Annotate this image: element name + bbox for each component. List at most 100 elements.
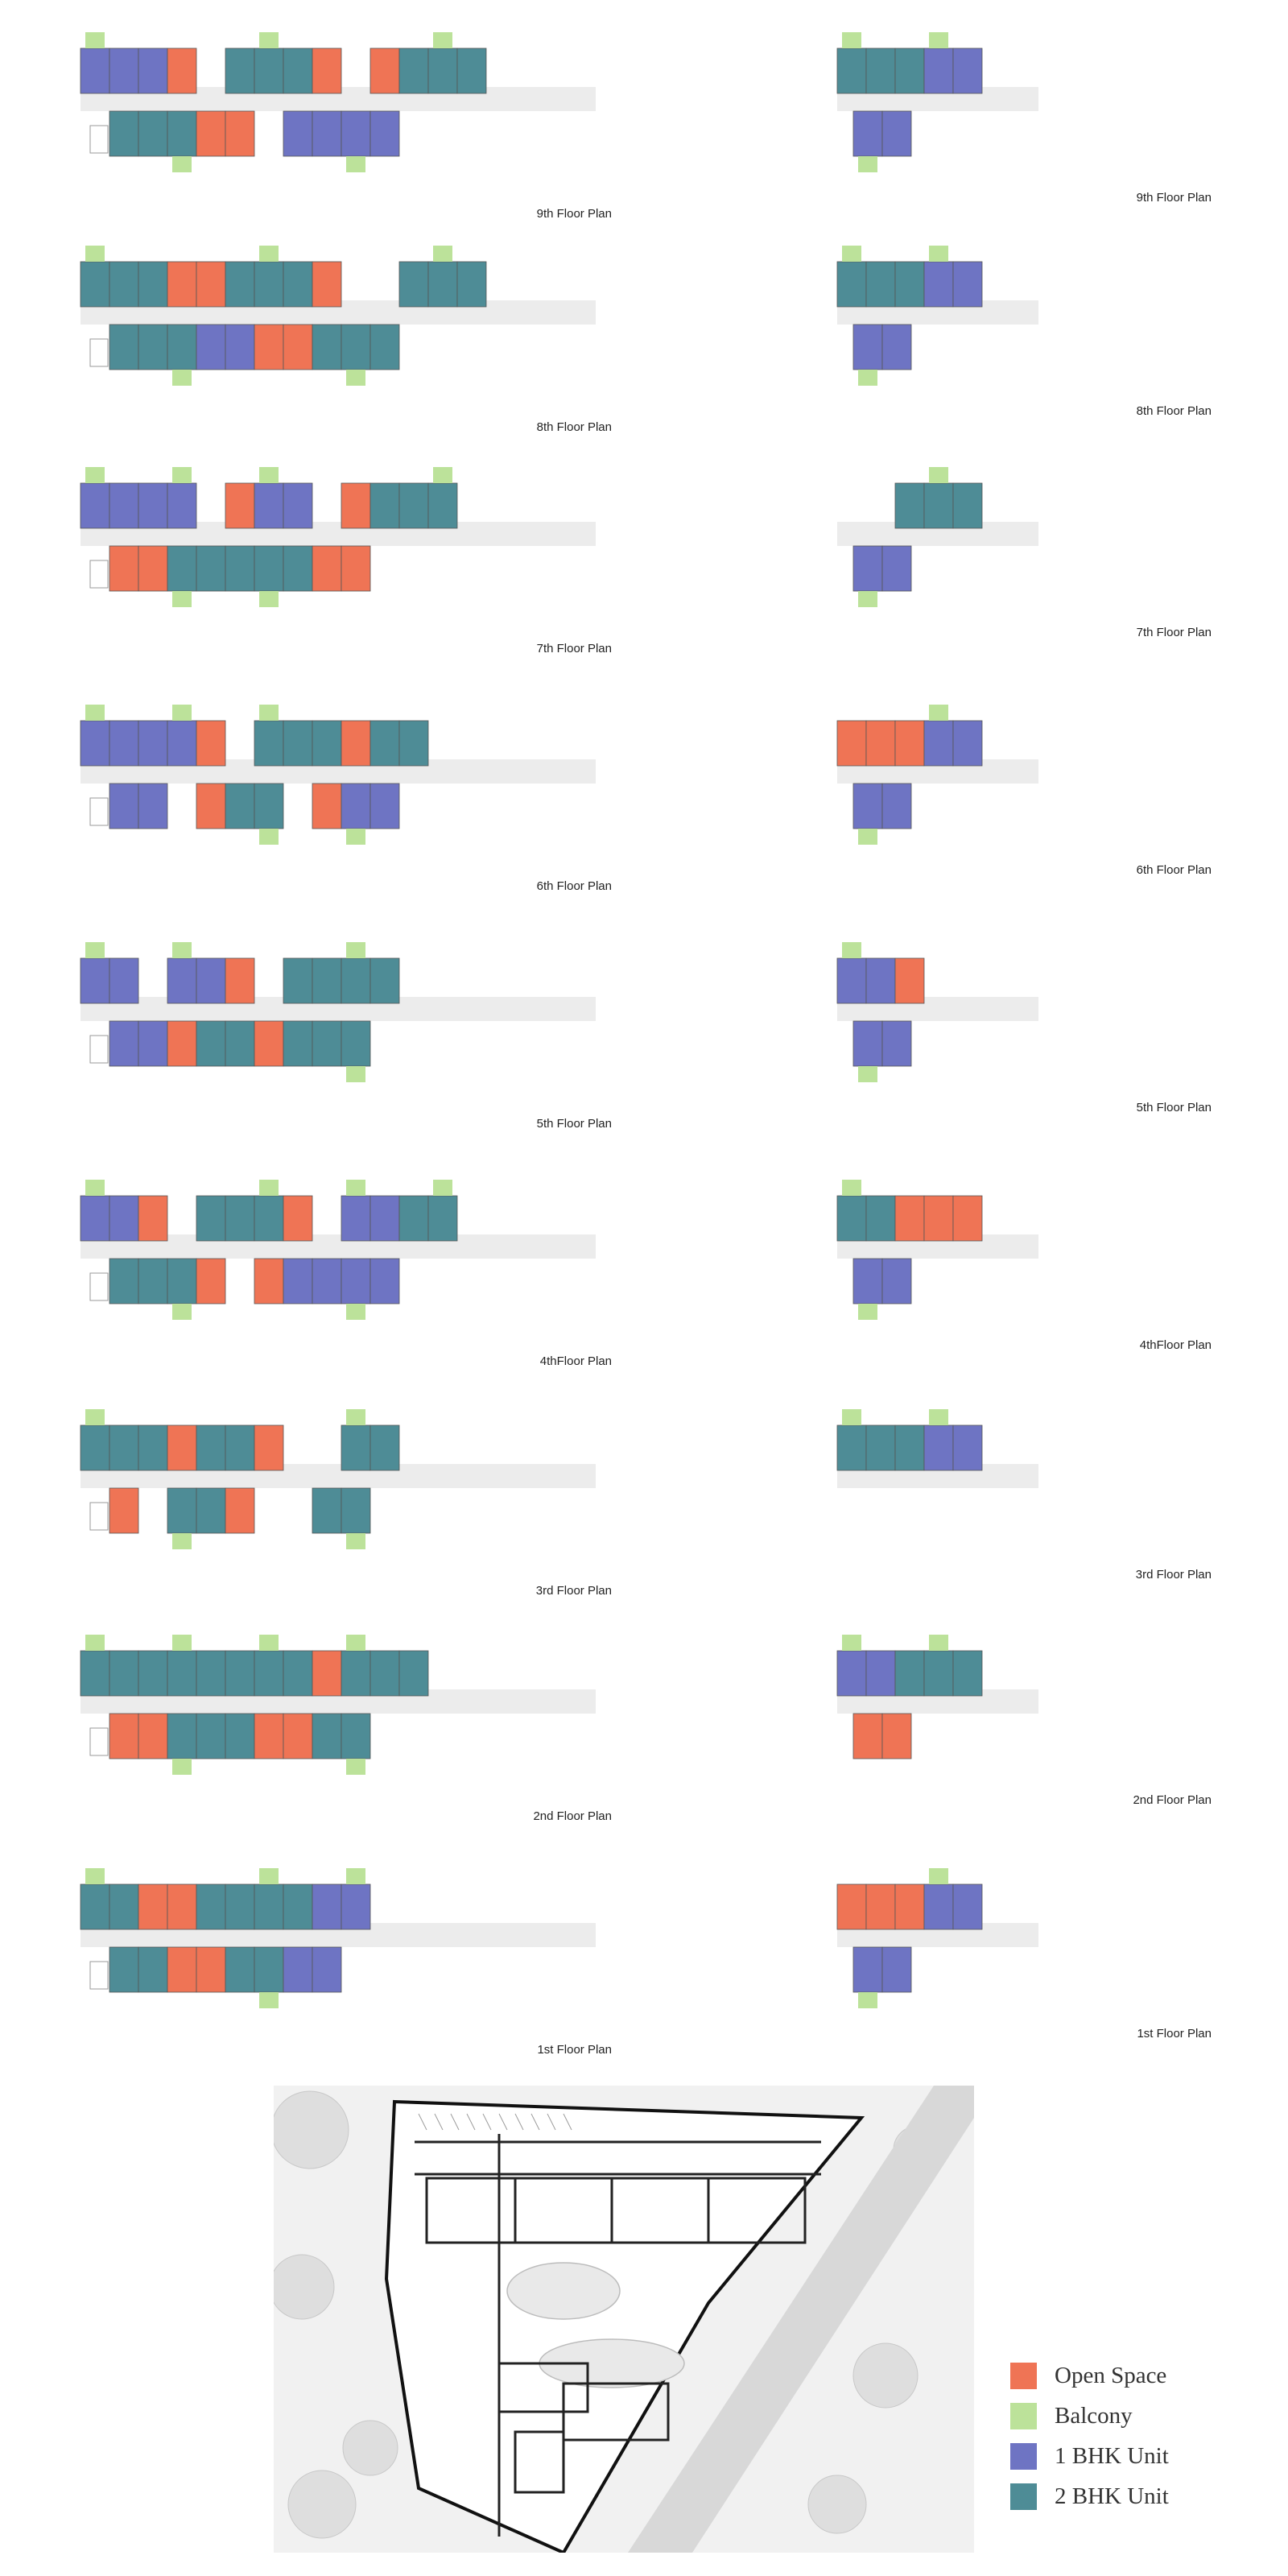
- bhk2-unit: [254, 1650, 284, 1697]
- bhk2-unit: [109, 1258, 139, 1305]
- open-space-unit: [283, 1195, 313, 1242]
- open-space-unit: [196, 261, 226, 308]
- open-space-unit: [881, 1713, 912, 1759]
- open-space-unit: [923, 1195, 954, 1242]
- balcony: [929, 246, 948, 262]
- open-space-unit: [341, 720, 371, 767]
- bhk2-unit: [196, 1487, 226, 1534]
- legend-swatch-balcony: [1010, 2402, 1037, 2429]
- open-space-unit: [225, 957, 255, 1004]
- balcony: [346, 1635, 365, 1651]
- bhk2-unit: [341, 1713, 371, 1759]
- floor-label-right: 6th Floor Plan: [1137, 863, 1212, 877]
- bhk2-unit: [369, 482, 400, 529]
- bhk1-unit: [138, 482, 168, 529]
- bhk2-unit: [341, 1424, 371, 1471]
- bhk2-unit: [254, 261, 284, 308]
- open-space-unit: [196, 1258, 226, 1305]
- bhk2-unit: [312, 1487, 342, 1534]
- balcony: [85, 1868, 105, 1884]
- floor-label-right: 8th Floor Plan: [1137, 404, 1212, 418]
- balcony: [172, 156, 192, 172]
- open-space-unit: [167, 1946, 197, 1993]
- balcony: [259, 467, 279, 483]
- bhk1-unit: [167, 720, 197, 767]
- bhk1-unit: [80, 720, 110, 767]
- balcony: [858, 591, 877, 607]
- open-space-unit: [225, 1487, 255, 1534]
- bhk2-unit: [398, 482, 429, 529]
- bhk1-unit: [138, 1020, 168, 1067]
- bhk1-unit: [852, 783, 883, 829]
- open-space-unit: [167, 48, 197, 94]
- balcony: [259, 1868, 279, 1884]
- bhk2-unit: [196, 1883, 226, 1930]
- bhk2-unit: [225, 261, 255, 308]
- bhk2-unit: [398, 1195, 429, 1242]
- open-space-unit: [138, 545, 168, 592]
- bhk2-unit: [225, 1713, 255, 1759]
- bhk1-unit: [283, 1946, 313, 1993]
- bhk2-unit: [427, 48, 458, 94]
- bhk1-unit: [852, 545, 883, 592]
- bhk1-unit: [167, 482, 197, 529]
- bhk1-unit: [341, 1195, 371, 1242]
- bhk2-unit: [865, 1195, 896, 1242]
- open-space-unit: [369, 48, 400, 94]
- bhk1-unit: [923, 261, 954, 308]
- bhk2-unit: [283, 48, 313, 94]
- site-plan: [274, 2086, 974, 2553]
- balcony: [85, 467, 105, 483]
- bhk2-unit: [836, 1195, 867, 1242]
- bhk1-unit: [167, 957, 197, 1004]
- bhk2-unit: [283, 261, 313, 308]
- floor-label-right: 1st Floor Plan: [1137, 2027, 1212, 2041]
- bhk1-unit: [80, 482, 110, 529]
- bhk1-unit: [80, 48, 110, 94]
- bhk2-unit: [109, 1424, 139, 1471]
- legend: Open Space Balcony 1 BHK Unit 2 BHK Unit: [1010, 2355, 1252, 2516]
- bhk1-unit: [283, 110, 313, 157]
- balcony: [85, 32, 105, 48]
- balcony: [929, 1409, 948, 1425]
- legend-swatch-2bhk: [1010, 2483, 1037, 2510]
- legend-item-balcony: Balcony: [1010, 2396, 1252, 2436]
- floor-plan-right-f5: 5th Floor Plan: [836, 942, 1212, 1114]
- floor-plan-f2: 2nd Floor Plan: [80, 1635, 612, 1823]
- bhk2-unit: [196, 545, 226, 592]
- balcony: [929, 32, 948, 48]
- bhk2-unit: [894, 482, 925, 529]
- bhk1-unit: [312, 1258, 342, 1305]
- bhk2-unit: [427, 261, 458, 308]
- open-space-unit: [894, 1195, 925, 1242]
- floor-plan-f5: 5th Floor Plan: [80, 942, 612, 1131]
- bhk2-unit: [369, 957, 400, 1004]
- bhk2-unit: [427, 482, 458, 529]
- balcony: [433, 246, 452, 262]
- bhk1-unit: [865, 1650, 896, 1697]
- open-space-unit: [341, 482, 371, 529]
- balcony: [346, 1180, 365, 1196]
- bhk1-unit: [852, 324, 883, 370]
- bhk2-unit: [312, 324, 342, 370]
- bhk2-unit: [369, 324, 400, 370]
- bhk2-unit: [138, 1650, 168, 1697]
- bhk1-unit: [852, 110, 883, 157]
- bhk2-unit: [109, 1946, 139, 1993]
- legend-item-2bhk: 2 BHK Unit: [1010, 2476, 1252, 2516]
- site-landscape: [506, 2262, 685, 2388]
- bhk2-unit: [138, 1424, 168, 1471]
- bhk1-unit: [109, 1020, 139, 1067]
- open-space-unit: [109, 1713, 139, 1759]
- bhk2-unit: [923, 1650, 954, 1697]
- balcony: [259, 32, 279, 48]
- bhk2-unit: [196, 1020, 226, 1067]
- open-space-unit: [836, 720, 867, 767]
- balcony: [172, 1759, 192, 1775]
- bhk1-unit: [852, 1020, 883, 1067]
- open-space-unit: [865, 1883, 896, 1930]
- floor-label-right: 5th Floor Plan: [1137, 1101, 1212, 1114]
- bhk2-unit: [894, 1650, 925, 1697]
- bhk2-unit: [225, 1020, 255, 1067]
- bhk1-unit: [341, 1883, 371, 1930]
